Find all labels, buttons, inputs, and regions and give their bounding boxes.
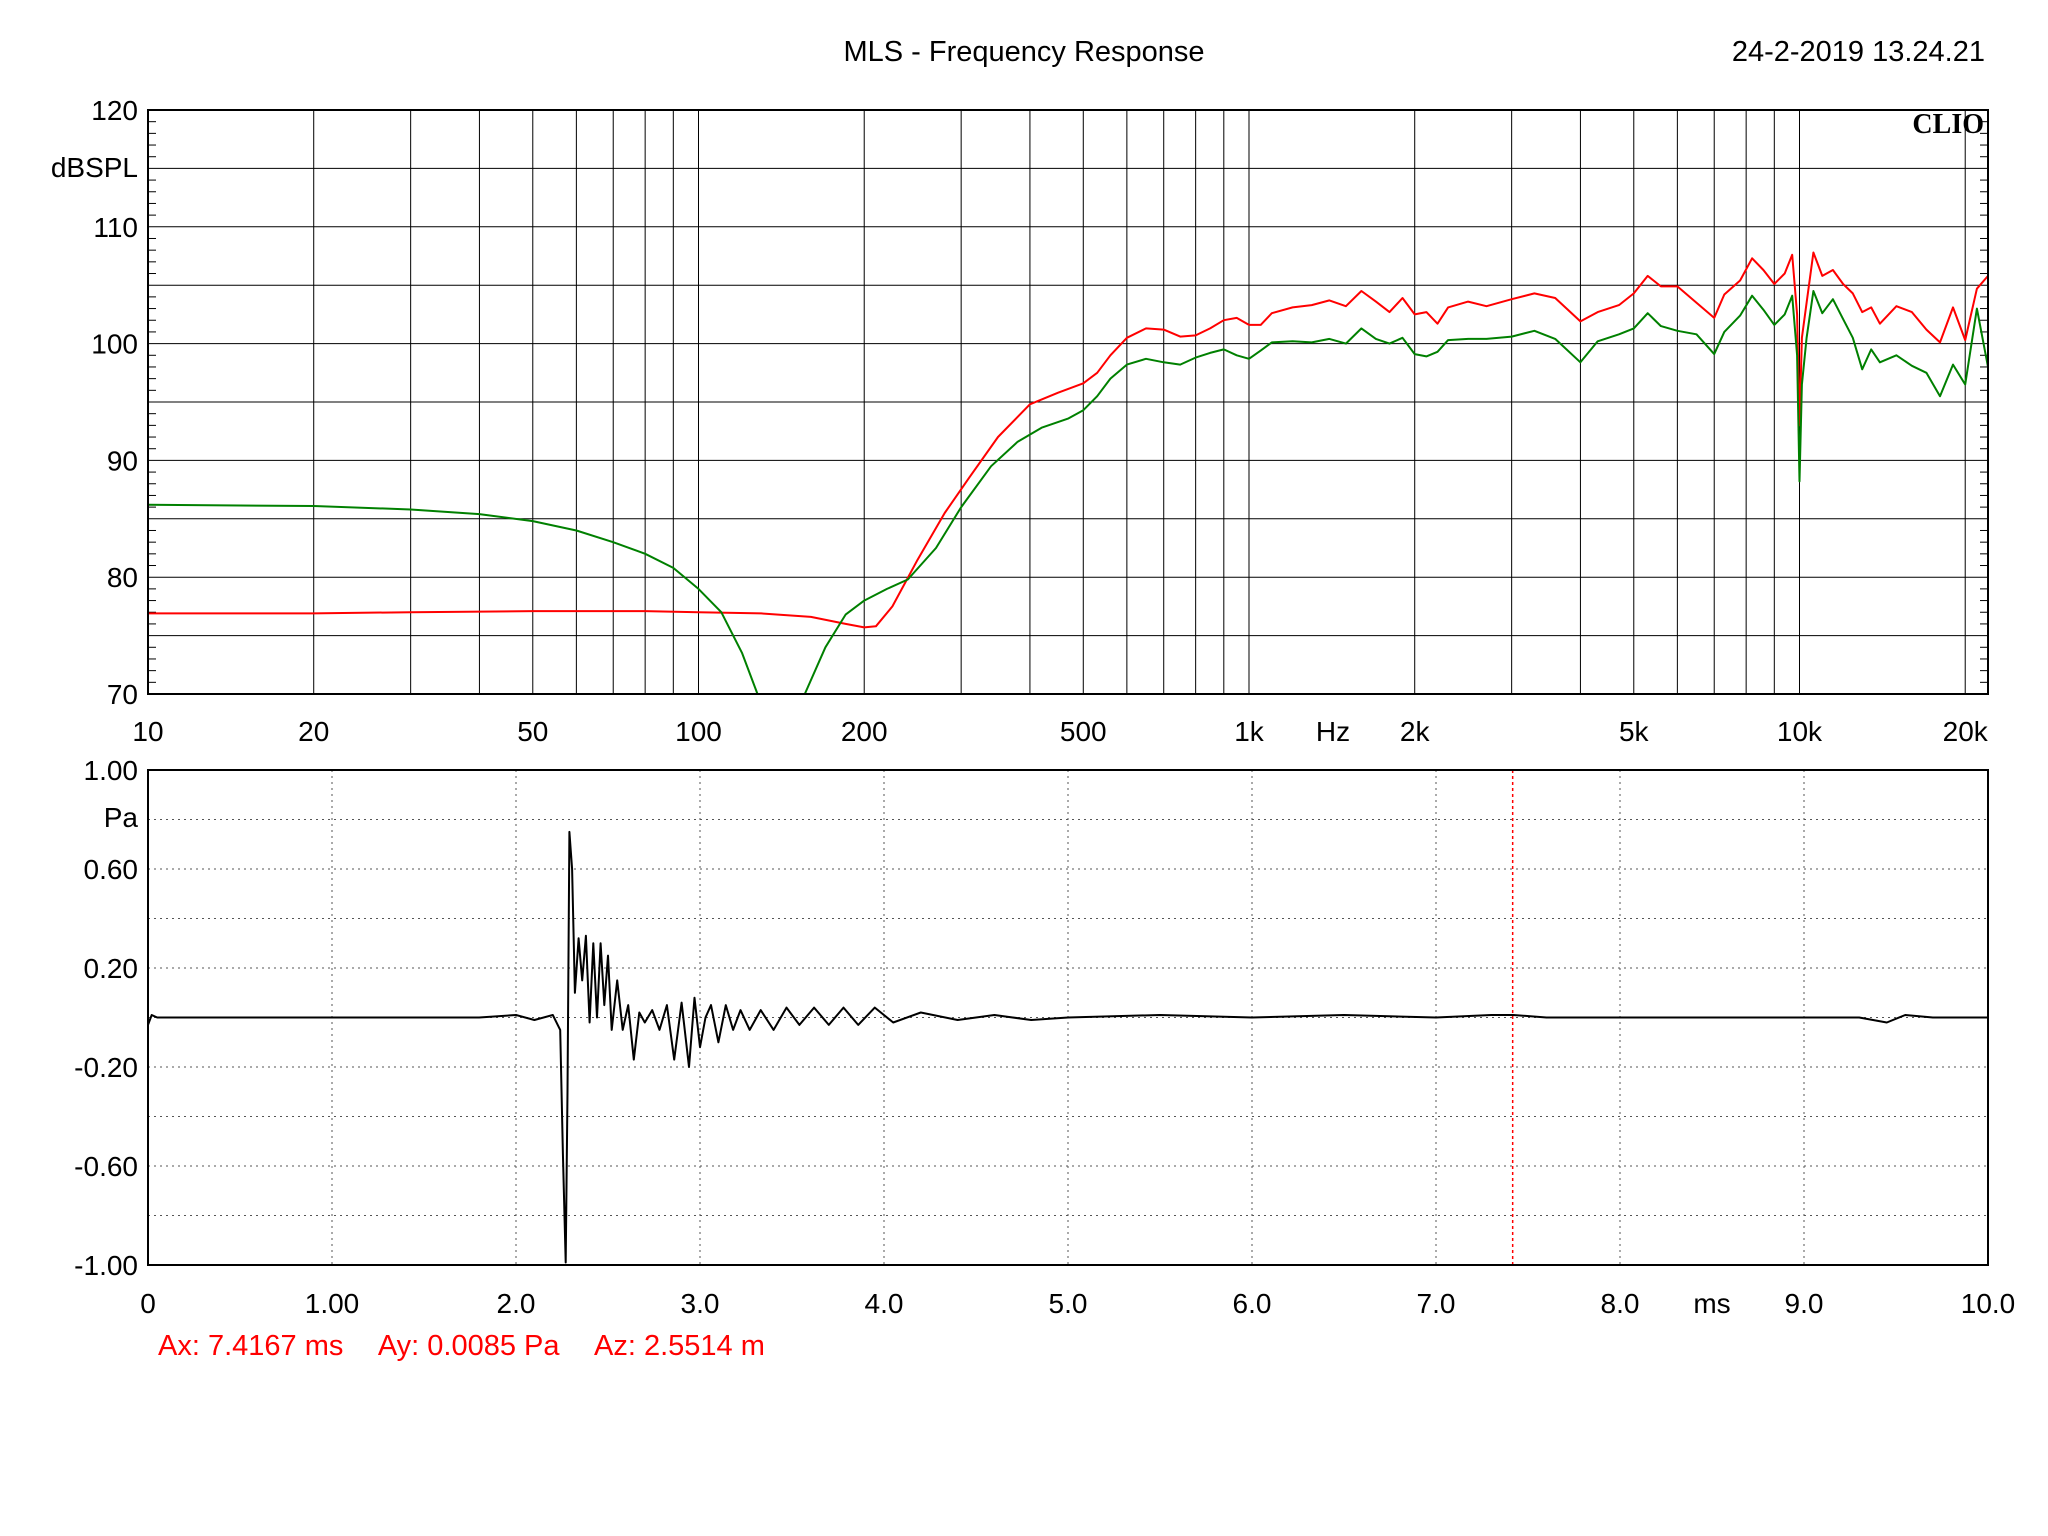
- clio-brand-mark: CLIO: [1912, 109, 1984, 140]
- chart-title: MLS - Frequency Response: [843, 36, 1205, 68]
- frequency-response-x-tick-label: 2k: [1400, 716, 1431, 747]
- frequency-response-y-tick-label: 100: [91, 329, 138, 360]
- impulse-response-x-tick-label: 8.0: [1601, 1288, 1640, 1319]
- frequency-response-x-tick-label: 10k: [1777, 716, 1823, 747]
- impulse-response-frame: [147, 769, 1989, 1266]
- impulse-response-y-tick-label: -0.20: [74, 1052, 138, 1083]
- frequency-response-x-ticks: 10 20 50 100 200 500 1k 2k 5k 10k 20k: [132, 716, 1988, 747]
- frequency-response-x-tick-label: 200: [841, 716, 888, 747]
- frequency-response-series-line-2: [147, 290, 1989, 695]
- frequency-response-y-tick-label: 80: [107, 562, 138, 593]
- frequency-response-x-tick-label: 1k: [1234, 716, 1265, 747]
- impulse-response-series-line-1: [147, 830, 1988, 1264]
- frequency-response-grid: [148, 110, 1988, 694]
- impulse-response-x-ticks: 0 1.00 2.0 3.0 4.0 5.0 6.0 7.0 8.0 9.0 10.0: [140, 1288, 2015, 1319]
- frequency-response-y-tick-label: 120: [91, 95, 138, 126]
- frequency-response-series: [147, 251, 1989, 695]
- frequency-response-x-unit: Hz: [1316, 716, 1350, 747]
- impulse-response-y-tick-label: 0.20: [84, 953, 139, 984]
- frequency-response-y-tick-label: 110: [93, 212, 138, 243]
- measurement-timestamp: 24-2-2019 13.24.21: [1731, 36, 1985, 68]
- impulse-response-x-tick-label: 7.0: [1417, 1288, 1456, 1319]
- impulse-response-chart: 1.00 0.60 0.20 -0.20 -0.60 -1.00 0 1.00 2.0 3.0 4…: [74, 755, 2015, 1319]
- frequency-response-frame: [147, 109, 1989, 695]
- impulse-response-x-tick-label: 2.0: [497, 1288, 536, 1319]
- cursor-readout-ax: Ax: 7.4167 ms: [158, 1330, 344, 1362]
- frequency-response-y-unit: dBSPL: [51, 152, 138, 183]
- frequency-response-y-tick-label: 90: [107, 445, 138, 476]
- impulse-response-x-unit: ms: [1693, 1288, 1730, 1319]
- frequency-response-x-tick-label: 20k: [1943, 716, 1989, 747]
- impulse-response-y-unit: Pa: [104, 802, 139, 833]
- impulse-response-x-tick-label: 10.0: [1961, 1288, 2016, 1319]
- frequency-response-y-tick-label: 70: [107, 679, 138, 710]
- impulse-response-series: [147, 830, 1988, 1264]
- impulse-response-y-tick-label: 1.00: [84, 755, 139, 786]
- impulse-response-x-tick-label: 3.0: [681, 1288, 720, 1319]
- impulse-response-x-tick-label: 4.0: [865, 1288, 904, 1319]
- impulse-response-x-tick-label: 1.00: [305, 1288, 360, 1319]
- impulse-response-x-tick-label: 9.0: [1785, 1288, 1824, 1319]
- frequency-response-chart: 120 110 100 90 80 70 10 20 50 100 200 500 1k 2k 5k 10k…: [51, 95, 1989, 747]
- frequency-response-x-tick-label: 10: [132, 716, 163, 747]
- impulse-response-x-tick-label: 5.0: [1049, 1288, 1088, 1319]
- frequency-response-x-tick-label: 100: [675, 716, 722, 747]
- cursor-readout: Ax: 7.4167 ms Ay: 0.0085 Pa Az: 2.5514 m: [158, 1330, 793, 1363]
- impulse-response-y-ticks: 1.00 0.60 0.20 -0.20 -0.60 -1.00: [74, 755, 138, 1281]
- frequency-response-x-tick-label: 500: [1060, 716, 1107, 747]
- impulse-response-y-tick-label: -0.60: [74, 1151, 138, 1182]
- impulse-response-x-tick-label: 6.0: [1233, 1288, 1272, 1319]
- cursor-readout-az: Az: 2.5514 m: [593, 1330, 765, 1362]
- frequency-response-series-line-1: [148, 251, 1989, 629]
- impulse-response-y-tick-label: -1.00: [74, 1250, 138, 1281]
- cursor-readout-ay: Ay: 0.0085 Pa: [377, 1330, 560, 1362]
- frequency-response-x-tick-label: 5k: [1619, 716, 1650, 747]
- frequency-response-x-tick-label: 50: [517, 716, 548, 747]
- impulse-response-y-tick-label: 0.60: [84, 854, 139, 885]
- frequency-response-y-ticks: 120 110 100 90 80 70: [91, 95, 138, 710]
- frequency-response-x-tick-label: 20: [298, 716, 329, 747]
- impulse-response-x-tick-label: 0: [140, 1288, 156, 1319]
